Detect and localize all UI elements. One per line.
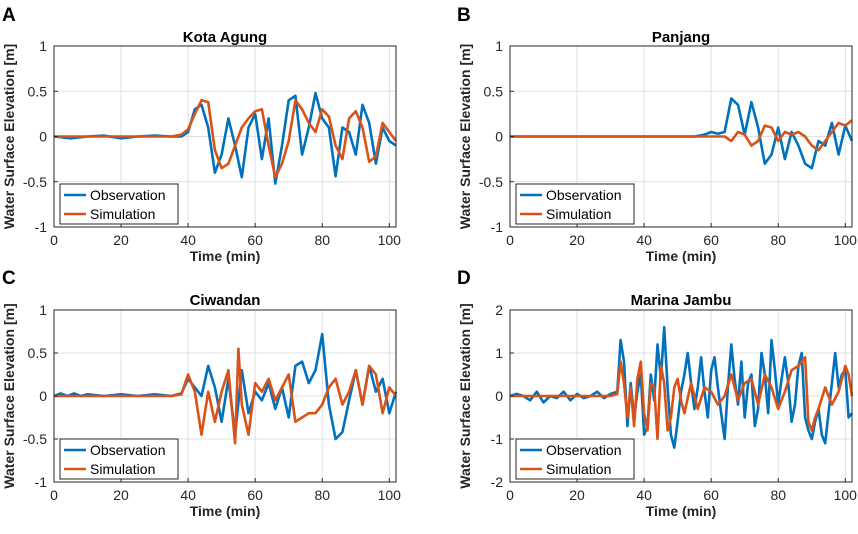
y-axis-label: Water Surface Elevation [m] bbox=[1, 44, 17, 229]
y-tick-label: 2 bbox=[495, 302, 503, 318]
series-line-simulation bbox=[54, 347, 398, 445]
y-tick-label: -2 bbox=[491, 474, 504, 490]
x-tick-label: 20 bbox=[113, 487, 129, 503]
x-axis-label: Time (min) bbox=[646, 503, 717, 519]
y-tick-label: 0.5 bbox=[28, 345, 48, 361]
x-tick-label: 100 bbox=[834, 487, 858, 503]
x-tick-label: 60 bbox=[703, 487, 719, 503]
y-tick-label: -1 bbox=[491, 431, 504, 447]
x-tick-label: 100 bbox=[378, 232, 402, 248]
y-axis-label: Water Surface Elevation [m] bbox=[457, 303, 473, 488]
y-axis-label: Water Surface Elevation [m] bbox=[457, 44, 473, 229]
legend-label-simulation: Simulation bbox=[546, 206, 611, 222]
legend-box bbox=[59, 183, 179, 225]
x-tick-label: 40 bbox=[180, 232, 196, 248]
chart-title: Ciwandan bbox=[190, 292, 261, 309]
x-axis-label: Time (min) bbox=[190, 503, 261, 519]
y-tick-label: -0.5 bbox=[23, 431, 47, 447]
y-tick-label: 1 bbox=[495, 345, 503, 361]
panel-letter: B bbox=[457, 5, 471, 26]
legend-label-observation: Observation bbox=[546, 187, 621, 203]
legend-box bbox=[59, 438, 179, 480]
panel-c: 0 20 40 60 80 100 -1 -0.5 0 0.5 1 Ciwandan C Time (mi… bbox=[1, 268, 401, 519]
y-tick-label: -0.5 bbox=[479, 174, 503, 190]
x-tick-label: 80 bbox=[770, 487, 786, 503]
x-tick-label: 60 bbox=[703, 232, 719, 248]
x-tick-label: 20 bbox=[113, 232, 129, 248]
y-tick-label: -1 bbox=[491, 219, 504, 235]
series-line-simulation bbox=[510, 355, 854, 441]
x-tick-label: 60 bbox=[247, 487, 263, 503]
y-tick-label: 1 bbox=[39, 38, 47, 54]
legend-label-observation: Observation bbox=[90, 442, 165, 458]
x-tick-label: 0 bbox=[506, 232, 514, 248]
chart-title: Marina Jambu bbox=[631, 292, 732, 309]
x-tick-label: 80 bbox=[314, 232, 330, 248]
legend-label-simulation: Simulation bbox=[90, 461, 155, 477]
panel-d: 0 20 40 60 80 100 -2 -1 0 1 2 Marina Jambu D Time (mi… bbox=[457, 268, 857, 519]
x-tick-label: 0 bbox=[50, 487, 58, 503]
chart-title: Kota Agung bbox=[183, 29, 267, 46]
legend-box bbox=[515, 183, 635, 225]
y-tick-label: 0 bbox=[39, 388, 47, 404]
x-tick-label: 40 bbox=[636, 232, 652, 248]
y-tick-label: -0.5 bbox=[23, 174, 47, 190]
x-tick-label: 100 bbox=[834, 232, 858, 248]
x-tick-label: 80 bbox=[314, 487, 330, 503]
legend-label-simulation: Simulation bbox=[546, 461, 611, 477]
x-axis-label: Time (min) bbox=[646, 248, 717, 264]
y-tick-label: 0 bbox=[495, 388, 503, 404]
legend-label-observation: Observation bbox=[546, 442, 621, 458]
x-tick-label: 40 bbox=[636, 487, 652, 503]
x-tick-label: 0 bbox=[50, 232, 58, 248]
legend-label-simulation: Simulation bbox=[90, 206, 155, 222]
y-tick-label: 1 bbox=[39, 302, 47, 318]
panel-b: 0 20 40 60 80 100 -1 -0.5 0 0.5 1 Panjang B Time (min… bbox=[457, 5, 857, 264]
x-tick-label: 20 bbox=[569, 232, 585, 248]
y-tick-label: 0 bbox=[495, 129, 503, 145]
x-tick-label: 40 bbox=[180, 487, 196, 503]
y-tick-label: -1 bbox=[35, 219, 48, 235]
y-tick-label: 0.5 bbox=[28, 83, 48, 99]
panel-letter: D bbox=[457, 268, 471, 289]
chart-title: Panjang bbox=[652, 29, 710, 46]
x-tick-label: 0 bbox=[506, 487, 514, 503]
series-line-simulation bbox=[54, 99, 398, 179]
x-tick-label: 100 bbox=[378, 487, 402, 503]
x-tick-label: 60 bbox=[247, 232, 263, 248]
x-tick-label: 20 bbox=[569, 487, 585, 503]
x-axis-label: Time (min) bbox=[190, 248, 261, 264]
x-tick-label: 80 bbox=[770, 232, 786, 248]
y-tick-label: 0 bbox=[39, 129, 47, 145]
panel-letter: A bbox=[2, 5, 16, 26]
legend-label-observation: Observation bbox=[90, 187, 165, 203]
legend-box bbox=[515, 438, 635, 480]
y-tick-label: 0.5 bbox=[484, 83, 504, 99]
y-tick-label: 1 bbox=[495, 38, 503, 54]
panel-letter: C bbox=[2, 268, 16, 289]
y-tick-label: -1 bbox=[35, 474, 48, 490]
y-axis-label: Water Surface Elevation [m] bbox=[1, 303, 17, 488]
panel-a: 0 20 40 60 80 100 -1 -0.5 0 0.5 1 Kota Agung A Time (… bbox=[1, 5, 401, 264]
series-line-simulation bbox=[510, 119, 853, 152]
